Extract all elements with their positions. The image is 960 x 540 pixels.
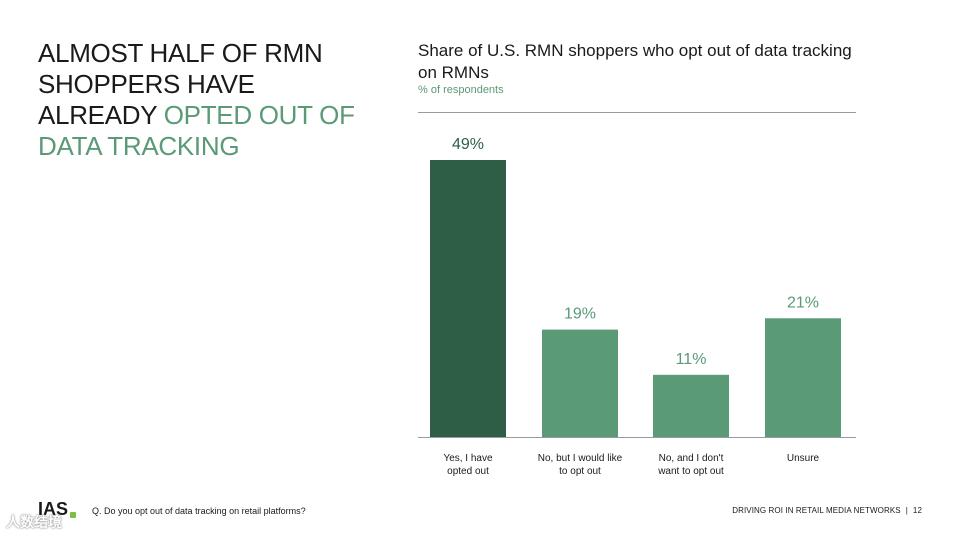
- category-label-3: Unsure: [787, 453, 820, 464]
- page-number: 12: [912, 506, 922, 515]
- headline-accent: OPTED OUT OF DATA TRACKING: [38, 100, 355, 161]
- headline-plain: ALMOST HALF OF RMN SHOPPERS HAVE ALREADY: [38, 38, 323, 130]
- footer-report-info: DRIVING ROI IN RETAIL MEDIA NETWORKS | 12: [732, 506, 922, 515]
- ias-logo: IAS: [38, 499, 69, 519]
- bar-value-label-3: 21%: [787, 294, 819, 311]
- footer-separator: |: [905, 506, 908, 515]
- category-label-2: No, and I don't want to opt out: [657, 453, 724, 477]
- report-name: DRIVING ROI IN RETAIL MEDIA NETWORKS: [732, 506, 901, 515]
- category-label-1: No, but I would like to opt out: [538, 453, 623, 477]
- bar-value-label-0: 49%: [452, 136, 484, 153]
- bar-value-label-2: 11%: [676, 351, 707, 368]
- watermark: 人数结境: [6, 514, 62, 530]
- category-label-0: Yes, I have opted out: [443, 453, 493, 477]
- chart-subtitle: % of respondents: [418, 84, 504, 96]
- chart-title: Share of U.S. RMN shoppers who opt out o…: [418, 41, 852, 82]
- survey-question: Q. Do you opt out of data tracking on re…: [92, 506, 306, 516]
- bar-1: [542, 329, 618, 437]
- page-headline: ALMOST HALF OF RMN SHOPPERS HAVE ALREADY…: [38, 38, 378, 162]
- logo-accent-dot: [70, 512, 76, 518]
- bar-3: [765, 318, 841, 437]
- bar-2: [653, 374, 729, 437]
- title-divider: [418, 112, 856, 113]
- bar-value-label-1: 19%: [564, 306, 596, 323]
- bar-0: [430, 160, 506, 437]
